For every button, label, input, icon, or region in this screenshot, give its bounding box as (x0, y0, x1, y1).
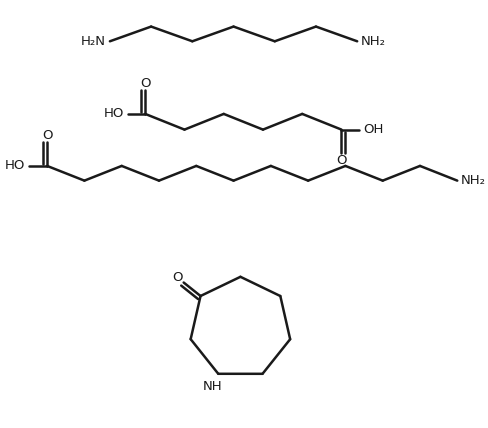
Text: O: O (140, 77, 150, 90)
Text: O: O (336, 154, 346, 166)
Text: NH₂: NH₂ (460, 174, 485, 187)
Text: H₂N: H₂N (81, 35, 106, 48)
Text: NH₂: NH₂ (360, 35, 386, 48)
Text: O: O (42, 129, 52, 142)
Text: HO: HO (103, 107, 123, 120)
Text: NH: NH (202, 380, 222, 392)
Text: HO: HO (5, 159, 25, 172)
Text: O: O (172, 271, 183, 284)
Text: OH: OH (362, 123, 383, 136)
